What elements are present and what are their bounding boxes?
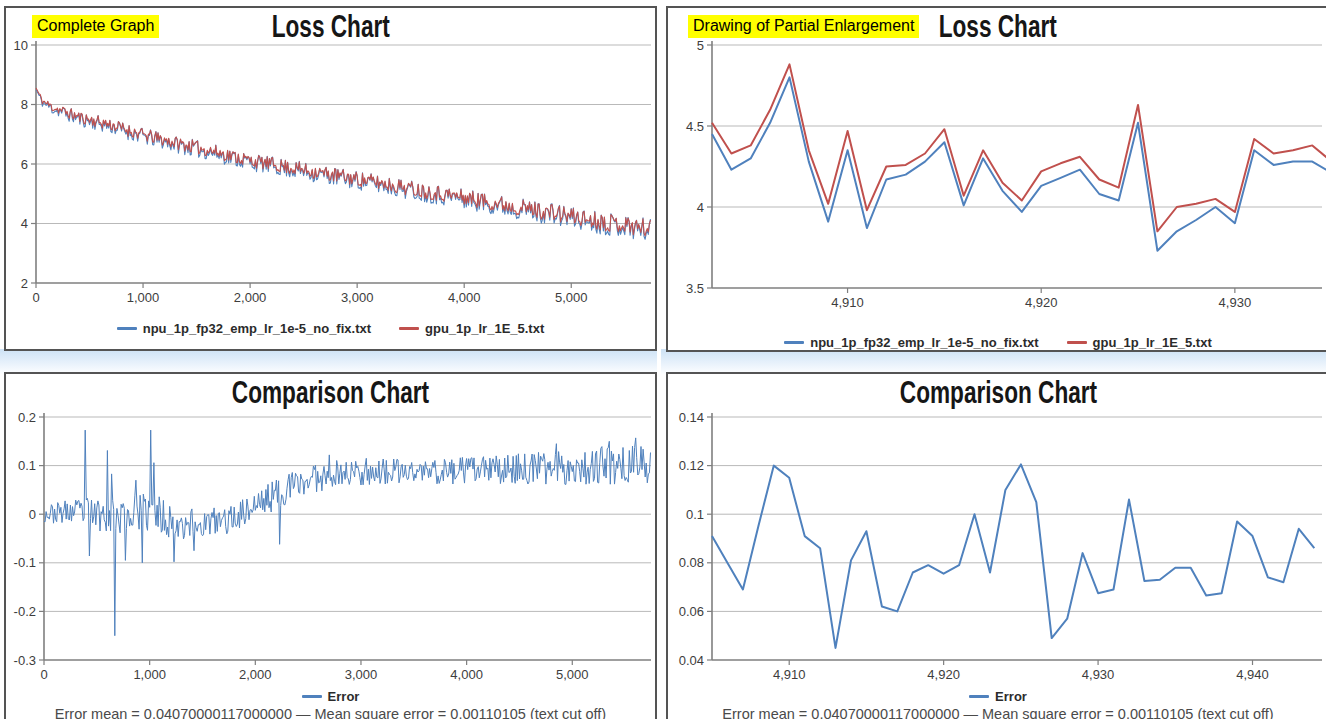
loss-zoom-chart[interactable]: 3.5 4 4.5 5 4,910 4,920 4,930	[668, 8, 1326, 350]
chart-legend: Error	[6, 689, 655, 704]
legend-item-gpu: gpu_1p_lr_1E_5.txt	[1067, 335, 1212, 350]
comparison-zoom-chart[interactable]: 0.04 0.06 0.08 0.1 0.12 0.14 4,910 4,920 4,930 4,…	[668, 374, 1326, 719]
row-divider-gradient-band	[661, 349, 1326, 374]
legend-label: Error	[328, 689, 360, 704]
svg-text:4,910: 4,910	[773, 667, 806, 682]
svg-text:4,940: 4,940	[1236, 667, 1269, 682]
complete-graph-tag: Complete Graph	[32, 15, 159, 38]
chart-legend: Error	[668, 689, 1326, 704]
legend-label: gpu_1p_lr_1E_5.txt	[425, 321, 544, 336]
legend-line-icon	[117, 327, 137, 330]
svg-text:3,000: 3,000	[341, 290, 374, 305]
svg-text:1,000: 1,000	[127, 290, 160, 305]
svg-text:4.5: 4.5	[686, 119, 704, 134]
error-stats-text-clipped: Error mean = 0.04070000117000000 — Mean …	[6, 706, 655, 719]
svg-text:2,000: 2,000	[239, 667, 272, 682]
chart-legend: npu_1p_fp32_emp_lr_1e-5_no_fix.txt gpu_1…	[668, 335, 1326, 350]
svg-text:0: 0	[29, 507, 36, 522]
svg-text:3,000: 3,000	[345, 667, 378, 682]
svg-text:0.08: 0.08	[679, 555, 704, 570]
legend-item-error: Error	[302, 689, 360, 704]
svg-text:0.1: 0.1	[686, 507, 704, 522]
svg-text:0.2: 0.2	[18, 410, 36, 425]
partial-enlargement-tag: Drawing of Partial Enlargement	[688, 15, 919, 38]
svg-text:0.06: 0.06	[679, 604, 704, 619]
svg-text:4: 4	[697, 200, 704, 215]
svg-text:1,000: 1,000	[133, 667, 166, 682]
svg-text:4,910: 4,910	[831, 295, 864, 310]
loss-complete-chart[interactable]: 2 4 6 8 10 0 1,000 2,000 3,000 4,000 5,000	[6, 8, 655, 349]
svg-text:0.04: 0.04	[679, 653, 704, 668]
svg-text:0.1: 0.1	[18, 458, 36, 473]
comparison-zoom-panel: Comparison Chart 0.040.060.080.10.120.14…	[666, 372, 1326, 719]
svg-text:4,920: 4,920	[927, 667, 960, 682]
svg-text:4,000: 4,000	[450, 667, 483, 682]
legend-item-npu: npu_1p_fp32_emp_lr_1e-5_no_fix.txt	[784, 335, 1038, 350]
comparison-complete-chart[interactable]: -0.3 -0.2 -0.1 0 0.1 0.2 0 1,000 2,000 3,000 4,000…	[6, 374, 655, 719]
legend-item-error: Error	[969, 689, 1027, 704]
legend-item-gpu: gpu_1p_lr_1E_5.txt	[399, 321, 544, 336]
loss-complete-panel: Complete Graph Loss Chart 24681001,0002,…	[4, 6, 657, 351]
svg-text:2: 2	[21, 276, 28, 291]
legend-line-icon	[784, 341, 804, 344]
loss-zoom-panel: Drawing of Partial Enlargement Loss Char…	[666, 6, 1326, 352]
svg-text:0: 0	[40, 667, 47, 682]
svg-text:10: 10	[14, 38, 28, 53]
comparison-complete-panel: Comparison Chart -0.3-0.2-0.100.10.201,0…	[4, 372, 657, 719]
svg-text:2,000: 2,000	[234, 290, 267, 305]
row-divider-gradient-band	[0, 349, 657, 374]
error-stats-text-clipped: Error mean = 0.04070000117000000 — Mean …	[668, 706, 1326, 719]
legend-line-icon	[969, 695, 989, 698]
legend-label: npu_1p_fp32_emp_lr_1e-5_no_fix.txt	[810, 335, 1038, 350]
svg-text:8: 8	[21, 97, 28, 112]
svg-text:4,930: 4,930	[1219, 295, 1252, 310]
svg-text:0: 0	[32, 290, 39, 305]
svg-text:3.5: 3.5	[686, 281, 704, 296]
chart-legend: npu_1p_fp32_emp_lr_1e-5_no_fix.txt gpu_1…	[6, 321, 655, 336]
svg-text:4,000: 4,000	[448, 290, 481, 305]
legend-label: Error	[995, 689, 1027, 704]
svg-text:5: 5	[697, 38, 704, 53]
svg-text:0.12: 0.12	[679, 458, 704, 473]
legend-line-icon	[399, 327, 419, 330]
legend-line-icon	[1067, 341, 1087, 344]
legend-line-icon	[302, 695, 322, 698]
legend-item-npu: npu_1p_fp32_emp_lr_1e-5_no_fix.txt	[117, 321, 371, 336]
legend-label: gpu_1p_lr_1E_5.txt	[1093, 335, 1212, 350]
legend-label: npu_1p_fp32_emp_lr_1e-5_no_fix.txt	[143, 321, 371, 336]
svg-text:5,000: 5,000	[555, 290, 588, 305]
svg-text:6: 6	[21, 157, 28, 172]
svg-text:-0.3: -0.3	[14, 653, 36, 668]
svg-text:4,920: 4,920	[1025, 295, 1058, 310]
svg-text:-0.2: -0.2	[14, 604, 36, 619]
svg-text:4: 4	[21, 216, 28, 231]
svg-text:5,000: 5,000	[556, 667, 589, 682]
svg-text:4,930: 4,930	[1082, 667, 1115, 682]
svg-text:-0.1: -0.1	[14, 555, 36, 570]
svg-text:0.14: 0.14	[679, 410, 704, 425]
